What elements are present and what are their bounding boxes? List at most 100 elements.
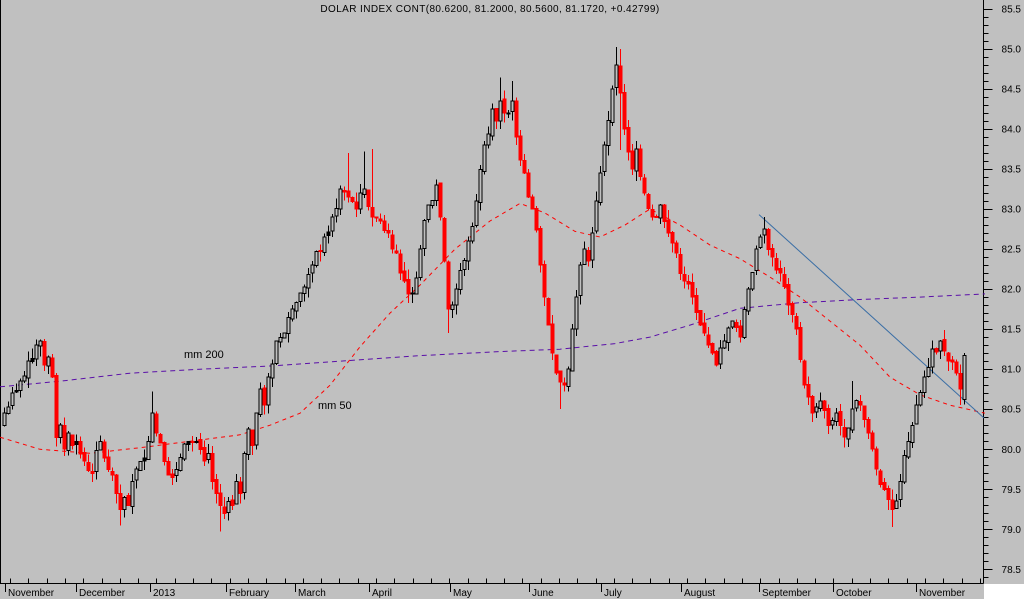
candle-body xyxy=(714,351,719,366)
candle-body xyxy=(642,177,647,194)
x-axis-label: 2013 xyxy=(153,588,176,599)
candle-body xyxy=(94,450,99,473)
candle-body xyxy=(426,204,431,221)
candle-body xyxy=(26,360,31,379)
candle-body xyxy=(662,204,667,222)
candle-body xyxy=(530,196,535,210)
candle-body xyxy=(374,216,379,219)
candle-body xyxy=(18,380,23,391)
candle-body xyxy=(782,274,787,287)
candle-body xyxy=(258,388,263,416)
candle-body xyxy=(730,320,735,328)
ma50-line xyxy=(0,202,986,454)
x-axis-label: July xyxy=(604,588,622,599)
candle-body xyxy=(878,470,883,486)
candle-body xyxy=(338,188,343,210)
candle-body xyxy=(626,127,631,153)
candle-body xyxy=(178,456,183,472)
candle-body xyxy=(450,304,455,310)
candle-body xyxy=(318,250,323,253)
candle-body xyxy=(766,228,771,250)
x-axis-label: October xyxy=(836,588,872,599)
candle-body xyxy=(290,308,295,320)
candle-body xyxy=(646,193,651,210)
candle-body xyxy=(266,376,271,406)
candle-body xyxy=(298,292,303,302)
candle-body xyxy=(302,286,307,295)
candle-body xyxy=(658,204,663,219)
candle-body xyxy=(306,274,311,289)
candle-body xyxy=(430,199,435,207)
candle-body xyxy=(122,496,127,510)
candle-body xyxy=(310,264,315,274)
y-axis-label: 81.0 xyxy=(1002,365,1022,376)
candle-body xyxy=(486,133,491,146)
candle-body xyxy=(210,452,215,482)
candle-body xyxy=(950,359,955,363)
candle-body xyxy=(158,434,163,444)
candle-body xyxy=(738,325,743,338)
candle-body xyxy=(78,441,83,455)
candle-body xyxy=(138,460,143,471)
candle-body xyxy=(750,271,755,290)
candle-body xyxy=(410,292,415,295)
candle-body xyxy=(406,279,411,295)
candle-body xyxy=(350,197,355,202)
y-axis-label: 79.0 xyxy=(1002,525,1022,536)
candle-body xyxy=(618,65,623,94)
candle-body xyxy=(846,427,851,440)
x-axis-label: November xyxy=(8,588,55,599)
candle-body xyxy=(694,295,699,314)
candle-body xyxy=(2,412,7,426)
candle-body xyxy=(314,250,319,266)
candle-body xyxy=(366,189,371,208)
candle-body xyxy=(914,404,919,425)
candle-body xyxy=(62,425,67,450)
candle-body xyxy=(806,383,811,398)
candle-body xyxy=(918,391,923,406)
candle-body xyxy=(566,368,571,388)
candle-body xyxy=(454,288,459,306)
candle-body xyxy=(602,144,607,173)
candle-body xyxy=(438,182,443,218)
candle-body xyxy=(370,206,375,218)
candle-body xyxy=(494,108,499,122)
candle-body xyxy=(610,88,615,123)
candle-body xyxy=(218,492,223,506)
x-axis-label: November xyxy=(919,588,966,599)
ma200-line xyxy=(0,293,986,388)
y-axis-label: 82.0 xyxy=(1002,285,1022,296)
candle-body xyxy=(758,236,763,249)
candle-body xyxy=(790,302,795,316)
candle-body xyxy=(50,357,55,378)
candle-body xyxy=(86,461,91,472)
candle-body xyxy=(554,354,559,374)
candle-body xyxy=(698,310,703,326)
candle-body xyxy=(858,401,863,406)
candle-body xyxy=(150,412,155,443)
candle-body xyxy=(14,389,19,393)
candle-body xyxy=(954,361,959,374)
candle-body xyxy=(382,220,387,232)
candle-body xyxy=(262,387,267,406)
candle-body xyxy=(938,340,943,352)
candle-body xyxy=(182,443,187,460)
candle-body xyxy=(334,207,339,217)
candle-body xyxy=(822,400,827,411)
candle-body xyxy=(686,281,691,285)
candle-body xyxy=(526,172,531,198)
candle-body xyxy=(170,473,175,478)
candle-body xyxy=(222,506,227,514)
x-axis-label: February xyxy=(229,588,269,599)
candle-body xyxy=(670,232,675,244)
candle-body xyxy=(134,468,139,481)
candle-body xyxy=(742,308,747,339)
y-axis-label: 82.5 xyxy=(1002,245,1022,256)
candle-body xyxy=(598,172,603,203)
candle-body xyxy=(958,373,963,390)
candle-body xyxy=(622,92,627,130)
candle-body xyxy=(326,231,331,236)
candle-body xyxy=(114,474,119,494)
